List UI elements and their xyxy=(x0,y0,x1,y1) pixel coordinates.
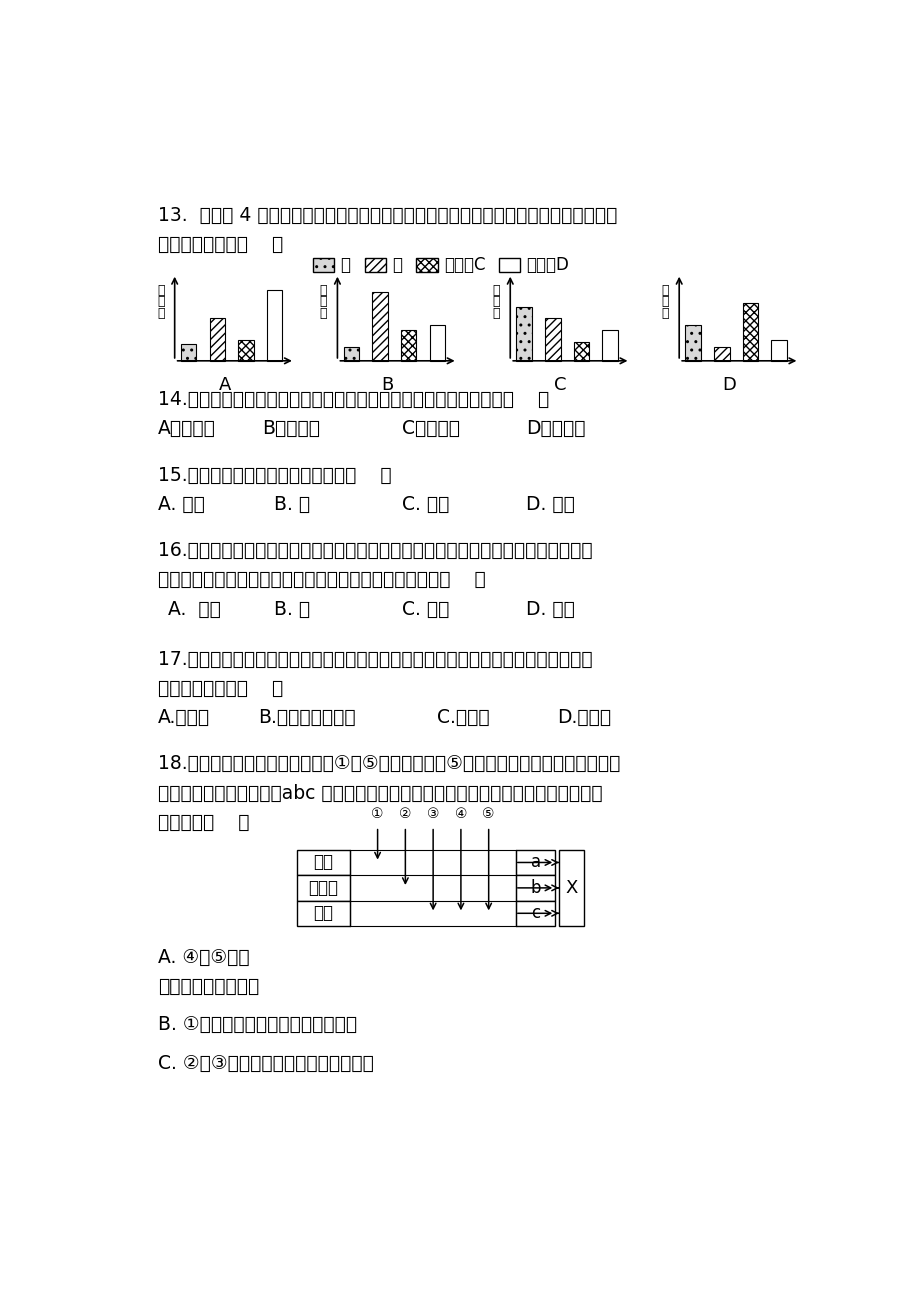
Text: A. ④和⑤发挥: A. ④和⑤发挥 xyxy=(157,948,249,967)
Text: C. 小肠: C. 小肠 xyxy=(402,599,448,619)
Text: c: c xyxy=(530,905,539,922)
Text: b: b xyxy=(530,879,540,897)
Text: A: A xyxy=(219,376,231,394)
Text: B. ①为唾液，能将淀粉分解为葡萄糖: B. ①为唾液，能将淀粉分解为葡萄糖 xyxy=(157,1015,357,1035)
Text: B. 胃: B. 胃 xyxy=(274,495,310,514)
Text: 麦芽糖、还有初步消化的蛋白质等物质，这个消化器官是（    ）: 麦芽糖、还有初步消化的蛋白质等物质，这个消化器官是（ ） xyxy=(157,571,485,589)
Text: 正确的是（    ）: 正确的是（ ） xyxy=(157,812,249,832)
Bar xyxy=(545,317,560,361)
Bar xyxy=(238,341,254,361)
Bar xyxy=(685,325,700,361)
Bar xyxy=(573,342,589,361)
Text: ③: ③ xyxy=(426,806,439,820)
Bar xyxy=(498,259,520,272)
Bar xyxy=(297,875,349,901)
Text: 含: 含 xyxy=(661,307,668,320)
Text: C. ②与③都只含一种酶，但酶种类不同: C. ②与③都只含一种酶，但酶种类不同 xyxy=(157,1054,373,1072)
Text: 对: 对 xyxy=(157,295,165,308)
Text: 相: 相 xyxy=(661,283,668,296)
Text: C: C xyxy=(554,376,566,394)
Text: A、软骨病: A、软骨病 xyxy=(157,420,215,438)
Text: B、坏血病: B、坏血病 xyxy=(262,420,320,438)
Text: 13.  在下列 4 种营养成分不同的食品中，某同学若长期以其中的一种食品为主食，则最: 13. 在下列 4 种营养成分不同的食品中，某同学若长期以其中的一种食品为主食，… xyxy=(157,205,617,225)
Text: A.蛋白质: A.蛋白质 xyxy=(157,708,210,727)
Text: D: D xyxy=(721,376,736,394)
Text: C. 小肠: C. 小肠 xyxy=(402,495,448,514)
Text: 15.人体内消化和吸收的主要场所是（    ）: 15.人体内消化和吸收的主要场所是（ ） xyxy=(157,465,391,485)
Text: 相: 相 xyxy=(320,283,327,296)
Text: 脂肪: 脂肪 xyxy=(313,905,333,922)
Text: D. 大肠: D. 大肠 xyxy=(525,495,574,514)
Text: 维生素C: 维生素C xyxy=(444,256,485,274)
Text: 铁: 铁 xyxy=(340,256,350,274)
Bar xyxy=(516,901,554,926)
Bar xyxy=(516,307,531,361)
Text: 相: 相 xyxy=(157,283,165,296)
Bar xyxy=(297,901,349,926)
Bar xyxy=(297,850,349,875)
Text: 16.医生从患者的一个消化器官中抽取内容物进行检查，成分有淀粉、脂肪、蛋白质、: 16.医生从患者的一个消化器官中抽取内容物进行检查，成分有淀粉、脂肪、蛋白质、 xyxy=(157,541,592,560)
Text: 作用的场所都是小肠: 作用的场所都是小肠 xyxy=(157,976,258,996)
Text: 18.下图表示人体消化吸收过程，①一⑤表示消化液（⑤为肠液）。纵向箭头表示消化液: 18.下图表示人体消化吸收过程，①一⑤表示消化液（⑤为肠液）。纵向箭头表示消化液 xyxy=(157,754,619,774)
Text: ①: ① xyxy=(371,806,383,820)
Bar xyxy=(364,259,386,272)
Text: D. 大肠: D. 大肠 xyxy=(525,599,574,619)
Text: 蛋白质: 蛋白质 xyxy=(308,879,338,897)
Text: 对: 对 xyxy=(492,295,500,308)
Text: B. 胃: B. 胃 xyxy=(274,599,310,619)
Bar xyxy=(516,875,554,901)
Text: 易患佝偻病的是（    ）: 易患佝偻病的是（ ） xyxy=(157,235,282,255)
Text: 对相应物质的消化作用，abc 分别表示淀粉、蛋白质和脂肪的最终消化产物。有关分析: 对相应物质的消化作用，abc 分别表示淀粉、蛋白质和脂肪的最终消化产物。有关分析 xyxy=(157,784,602,802)
Text: a: a xyxy=(530,854,540,871)
Text: 14.人体肝脏能够利用胡萝卜素合成维生素，因此肝病患者同时易患（    ）: 14.人体肝脏能够利用胡萝卜素合成维生素，因此肝病患者同时易患（ ） xyxy=(157,390,549,410)
Bar xyxy=(267,290,282,361)
Bar xyxy=(771,341,786,361)
Bar xyxy=(516,850,554,875)
Bar xyxy=(559,850,584,926)
Text: ④: ④ xyxy=(454,806,467,820)
Bar xyxy=(372,292,388,361)
Bar xyxy=(344,347,358,361)
Bar xyxy=(416,259,437,272)
Text: 含: 含 xyxy=(320,307,327,320)
Bar xyxy=(602,330,618,361)
Bar xyxy=(429,325,445,361)
Text: A.  口腔: A. 口腔 xyxy=(167,599,221,619)
Text: A. 食道: A. 食道 xyxy=(157,495,204,514)
Text: B: B xyxy=(381,376,393,394)
Text: 维生素D: 维生素D xyxy=(526,256,569,274)
Bar xyxy=(210,317,225,361)
Bar xyxy=(713,347,729,361)
Bar xyxy=(401,330,416,361)
Text: D.葡萄糖: D.葡萄糖 xyxy=(556,708,610,727)
Bar xyxy=(312,259,334,272)
Text: 对: 对 xyxy=(320,295,327,308)
Text: 17.医生常采用输入全营养液的方法为小肠吸收功能不良的病人提供营养液。全营养液: 17.医生常采用输入全营养液的方法为小肠吸收功能不良的病人提供营养液。全营养液 xyxy=(157,650,592,668)
Text: 相: 相 xyxy=(492,283,500,296)
Text: ⑤: ⑤ xyxy=(482,806,494,820)
Text: 含: 含 xyxy=(492,307,500,320)
Text: 钙: 钙 xyxy=(392,256,402,274)
Text: D、脚气病: D、脚气病 xyxy=(525,420,584,438)
Text: 对: 对 xyxy=(661,295,668,308)
Text: C、夜盲症: C、夜盲症 xyxy=(402,420,460,438)
Text: ②: ② xyxy=(399,806,411,820)
Text: 的成分不能含有（    ）: 的成分不能含有（ ） xyxy=(157,679,282,698)
Text: X: X xyxy=(564,879,577,897)
Text: 淀粉: 淀粉 xyxy=(313,854,333,871)
Text: 含: 含 xyxy=(157,307,165,320)
Text: B.无机盐和维生素: B.无机盐和维生素 xyxy=(258,708,356,727)
Bar xyxy=(181,344,196,361)
Bar xyxy=(742,303,757,361)
Text: C.氨基酸: C.氨基酸 xyxy=(437,708,489,727)
